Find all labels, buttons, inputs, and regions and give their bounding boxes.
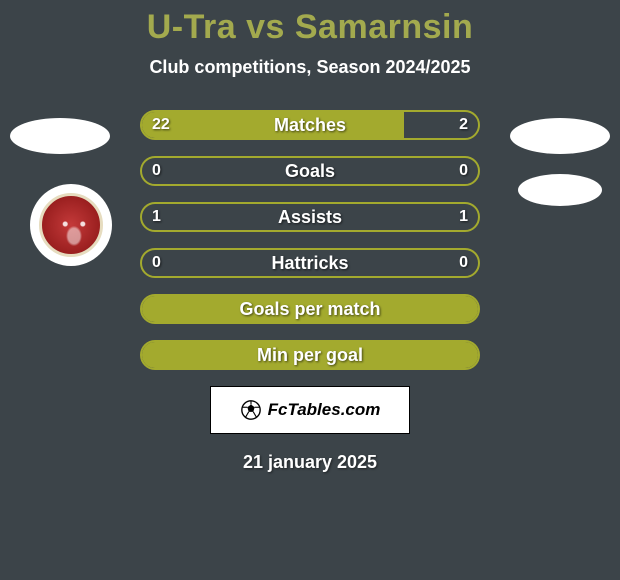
stat-label: Goals xyxy=(142,158,478,184)
comparison-bars: 222Matches 00Goals 11Assists 00Hattricks Goa… xyxy=(0,110,620,370)
stat-row: Goals per match xyxy=(140,294,480,324)
stat-label: Assists xyxy=(142,204,478,230)
stat-label: Goals per match xyxy=(142,296,478,322)
soccer-ball-icon xyxy=(240,399,262,421)
site-badge: FcTables.com xyxy=(210,386,410,434)
stat-label: Hattricks xyxy=(142,250,478,276)
site-name: FcTables.com xyxy=(268,400,381,420)
comparison-card: U-Tra vs Samarnsin Club competitions, Se… xyxy=(0,0,620,473)
stat-row: 11Assists xyxy=(140,202,480,232)
subtitle: Club competitions, Season 2024/2025 xyxy=(0,57,620,78)
stat-row: 00Goals xyxy=(140,156,480,186)
stat-label: Min per goal xyxy=(142,342,478,368)
stat-row: Min per goal xyxy=(140,340,480,370)
page-title: U-Tra vs Samarnsin xyxy=(0,8,620,47)
stat-row: 00Hattricks xyxy=(140,248,480,278)
date-label: 21 january 2025 xyxy=(0,452,620,473)
stat-label: Matches xyxy=(142,112,478,138)
stat-row: 222Matches xyxy=(140,110,480,140)
